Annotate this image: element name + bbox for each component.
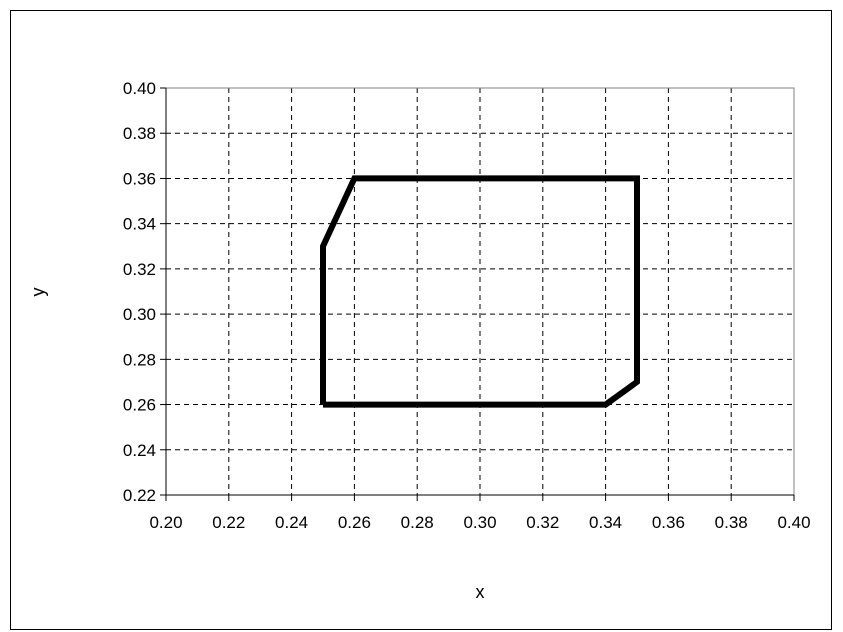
chart-frame (10, 10, 832, 630)
y-tick-label: 0.22 (123, 486, 156, 505)
y-tick-label: 0.30 (123, 305, 156, 324)
y-tick-label: 0.28 (123, 350, 156, 369)
x-tick-label: 0.38 (715, 513, 748, 532)
y-tick-label: 0.34 (123, 215, 156, 234)
series-layer (320, 175, 640, 408)
y-axis-label: y (28, 288, 48, 297)
tick-label-layer: 0.20 0.22 0.24 0.26 0.28 0.30 0.32 0.34 0.36 0.38… (123, 79, 811, 532)
x-tick-label: 0.20 (149, 513, 182, 532)
x-tick-label: 0.28 (401, 513, 434, 532)
x-tick-label: 0.22 (212, 513, 245, 532)
x-tick-label: 0.32 (526, 513, 559, 532)
x-tick-label: 0.24 (275, 513, 308, 532)
grid-layer (166, 88, 794, 495)
y-tick-label: 0.26 (123, 396, 156, 415)
y-tick-label: 0.24 (123, 441, 156, 460)
x-tick-label: 0.40 (777, 513, 810, 532)
y-tick-label: 0.38 (123, 124, 156, 143)
y-tick-label: 0.36 (123, 169, 156, 188)
y-tick-label: 0.32 (123, 260, 156, 279)
x-tick-label: 0.26 (338, 513, 371, 532)
x-tick-label: 0.36 (652, 513, 685, 532)
axes-layer (160, 87, 795, 501)
x-axis-label: x (476, 582, 485, 602)
y-tick-label: 0.40 (123, 79, 156, 98)
x-tick-label: 0.30 (463, 513, 496, 532)
x-tick-label: 0.34 (589, 513, 622, 532)
